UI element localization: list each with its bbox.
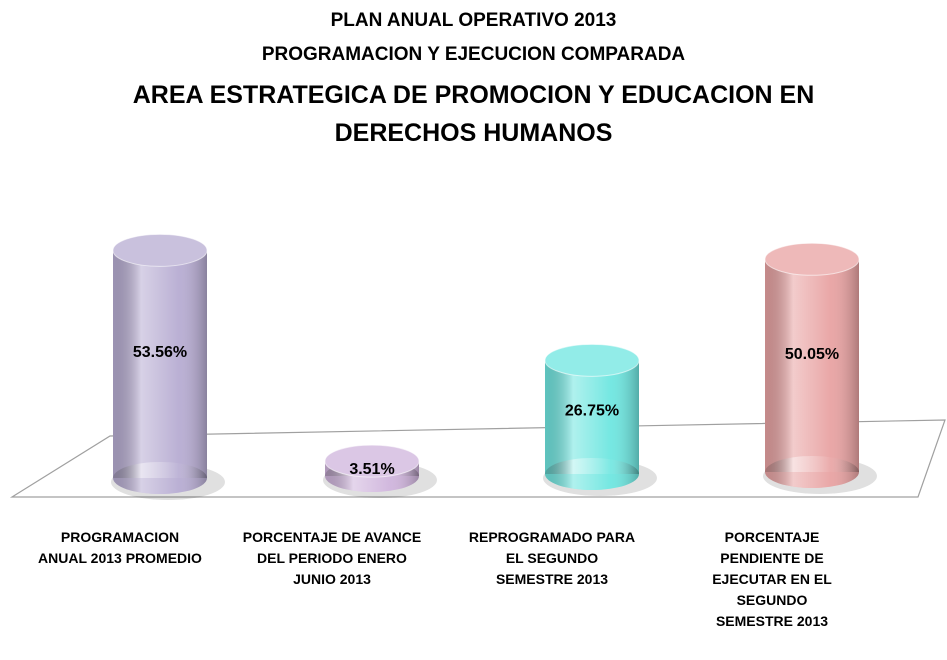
value-label: 53.56%: [133, 344, 187, 361]
bar-top: [544, 343, 640, 377]
bar: [763, 242, 877, 494]
bar-top-shine: [113, 234, 207, 267]
category-label: PROGRAMACION ANUAL 2013 PROMEDIO: [38, 529, 202, 566]
bar: [111, 233, 225, 500]
bar-top: [764, 242, 860, 276]
chart-subtitle: PROGRAMACION Y EJECUCION COMPARADA: [261, 44, 686, 65]
bar-top-shine: [545, 344, 639, 377]
bar-body-shade: [765, 259, 859, 472]
category-label: PORCENTAJE DE AVANCE DEL PERIODO ENERO J…: [242, 529, 422, 587]
floor: [9, 419, 946, 498]
bar-top-shine: [325, 445, 419, 478]
value-label: 3.51%: [349, 461, 394, 478]
value-label: 26.75%: [565, 403, 619, 420]
chart-heading: AREA ESTRATEGICA DE PROMOCION Y EDUCACIO…: [132, 81, 815, 147]
chart-title: PLAN ANUAL OPERATIVO 2013: [330, 10, 617, 31]
bar-body-shade: [545, 360, 639, 474]
bar-top: [112, 233, 208, 267]
category-label: REPROGRAMADO PARA EL SEGUNDO SEMESTRE 20…: [468, 529, 636, 587]
bar-top-shine: [765, 243, 859, 276]
bar: [543, 343, 657, 496]
category-label: PORCENTAJE PENDIENTE DE EJECUTAR EN EL S…: [712, 529, 832, 629]
bar-top: [324, 444, 420, 478]
value-label: 50.05%: [785, 346, 839, 363]
bar: [323, 444, 437, 498]
bar-body-shade: [113, 250, 207, 478]
